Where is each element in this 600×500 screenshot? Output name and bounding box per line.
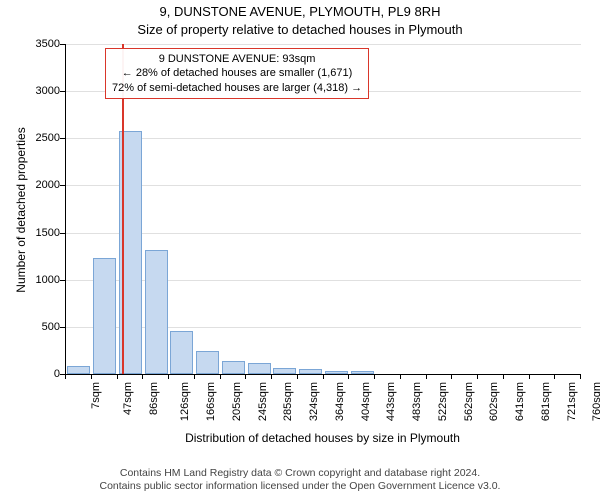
ytick-label: 500: [10, 321, 60, 333]
xtick-label: 324sqm: [308, 382, 320, 421]
xtick-label: 562sqm: [463, 382, 475, 421]
xtick-label: 522sqm: [437, 382, 449, 421]
histogram-bar: [93, 258, 116, 374]
histogram-bar: [145, 250, 168, 374]
histogram-bar: [351, 371, 374, 374]
ytick-mark: [60, 185, 65, 186]
ytick-label: 0: [10, 368, 60, 380]
xtick-mark: [65, 374, 66, 379]
title-sub: Size of property relative to detached ho…: [0, 22, 600, 37]
title-main: 9, DUNSTONE AVENUE, PLYMOUTH, PL9 8RH: [0, 4, 600, 19]
xtick-label: 760sqm: [591, 382, 600, 421]
xtick-mark: [503, 374, 504, 379]
footer: Contains HM Land Registry data © Crown c…: [0, 467, 600, 494]
xtick-label: 245sqm: [257, 382, 269, 421]
xtick-mark: [297, 374, 298, 379]
xtick-mark: [168, 374, 169, 379]
xtick-label: 641sqm: [514, 382, 526, 421]
xtick-mark: [142, 374, 143, 379]
xtick-label: 86sqm: [148, 382, 160, 415]
info-box: 9 DUNSTONE AVENUE: 93sqm ← 28% of detach…: [105, 48, 369, 99]
xtick-mark: [220, 374, 221, 379]
xtick-mark: [271, 374, 272, 379]
xtick-mark: [374, 374, 375, 379]
ytick-mark: [60, 138, 65, 139]
info-line-2: ← 28% of detached houses are smaller (1,…: [112, 66, 362, 80]
ytick-mark: [60, 280, 65, 281]
xtick-label: 285sqm: [282, 382, 294, 421]
chart-container: 9, DUNSTONE AVENUE, PLYMOUTH, PL9 8RH Si…: [0, 0, 600, 500]
histogram-bar: [196, 351, 219, 374]
gridline: [66, 233, 581, 234]
histogram-bar: [222, 361, 245, 374]
xtick-label: 681sqm: [540, 382, 552, 421]
info-line-3: 72% of semi-detached houses are larger (…: [112, 81, 362, 95]
xtick-mark: [426, 374, 427, 379]
histogram-bar: [273, 368, 296, 374]
xtick-mark: [580, 374, 581, 379]
xtick-mark: [194, 374, 195, 379]
histogram-bar: [248, 363, 271, 374]
xtick-label: 166sqm: [205, 382, 217, 421]
xtick-label: 364sqm: [334, 382, 346, 421]
xtick-label: 7sqm: [90, 382, 102, 409]
xtick-mark: [323, 374, 324, 379]
xtick-label: 721sqm: [566, 382, 578, 421]
xtick-label: 47sqm: [122, 382, 134, 415]
xtick-label: 126sqm: [179, 382, 191, 421]
footer-line-1: Contains HM Land Registry data © Crown c…: [0, 467, 600, 481]
histogram-bar: [325, 371, 348, 374]
x-axis-label: Distribution of detached houses by size …: [65, 431, 580, 445]
gridline: [66, 138, 581, 139]
ytick-label: 3500: [10, 38, 60, 50]
xtick-label: 404sqm: [360, 382, 372, 421]
histogram-bar: [170, 331, 193, 374]
xtick-mark: [451, 374, 452, 379]
histogram-bar: [67, 366, 90, 374]
xtick-mark: [245, 374, 246, 379]
ytick-label: 3000: [10, 85, 60, 97]
info-line-1: 9 DUNSTONE AVENUE: 93sqm: [112, 52, 362, 66]
gridline: [66, 44, 581, 45]
xtick-mark: [117, 374, 118, 379]
xtick-mark: [477, 374, 478, 379]
ytick-mark: [60, 233, 65, 234]
xtick-mark: [91, 374, 92, 379]
footer-line-2: Contains public sector information licen…: [0, 480, 600, 494]
xtick-label: 483sqm: [411, 382, 423, 421]
ytick-mark: [60, 91, 65, 92]
xtick-mark: [529, 374, 530, 379]
xtick-label: 205sqm: [231, 382, 243, 421]
histogram-bar: [299, 369, 322, 374]
ytick-mark: [60, 327, 65, 328]
gridline: [66, 327, 581, 328]
xtick-label: 602sqm: [488, 382, 500, 421]
xtick-mark: [348, 374, 349, 379]
xtick-label: 443sqm: [385, 382, 397, 421]
gridline: [66, 280, 581, 281]
xtick-mark: [554, 374, 555, 379]
xtick-mark: [400, 374, 401, 379]
gridline: [66, 185, 581, 186]
ytick-mark: [60, 44, 65, 45]
